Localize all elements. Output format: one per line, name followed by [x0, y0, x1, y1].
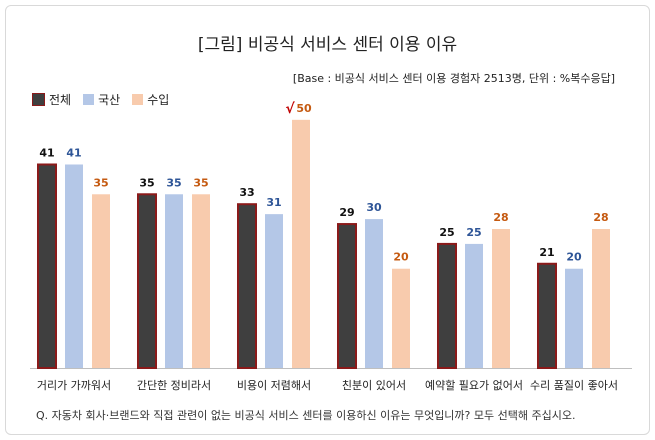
survey-question: Q. 자동차 회사·브랜드와 직접 관련이 없는 비공식 서비스 센터를 이용하…: [36, 409, 576, 422]
legend-item-import: 수입: [132, 91, 169, 108]
legend-swatch-domestic: [83, 94, 95, 105]
legend-item-domestic: 국산: [83, 91, 120, 108]
data-label-total-4: 25: [439, 226, 454, 239]
bar-import-0: [92, 194, 110, 368]
data-label-domestic-3: 30: [366, 201, 382, 214]
category-label-5: 수리 품질이 좋아서: [530, 379, 618, 392]
bar-domestic-0: [65, 164, 83, 368]
data-label-total-1: 35: [139, 176, 154, 189]
data-label-domestic-2: 31: [266, 196, 281, 209]
bar-total-5: [537, 262, 557, 370]
bar-domestic-3: [365, 219, 383, 368]
chart-title: [그림] 비공식 서비스 센터 이용 이유: [197, 35, 458, 55]
legend-label-total: 전체: [49, 93, 72, 107]
category-label-1: 간단한 정비라서: [137, 379, 211, 392]
bar-import-2: [292, 119, 310, 369]
bar-domestic-2: [265, 214, 283, 368]
data-label-domestic-1: 35: [166, 176, 181, 189]
data-label-import-5: 28: [593, 211, 608, 224]
bar-domestic-4: [465, 243, 483, 368]
bar-import-3: [392, 268, 410, 368]
data-label-domestic-5: 20: [566, 251, 582, 264]
data-label-import-2: 50: [296, 102, 312, 115]
category-label-0: 거리가 가까워서: [37, 379, 111, 392]
legend-swatch-total: [32, 93, 45, 106]
base-note: [Base : 비공식 서비스 센터 이용 경험자 2513명, 단위 : %복…: [292, 72, 615, 85]
data-label-domestic-4: 25: [466, 226, 481, 239]
bar-domestic-1: [165, 194, 183, 368]
legend-swatch-import: [132, 94, 144, 105]
bar-import-1: [192, 194, 210, 368]
data-label-total-3: 29: [339, 206, 354, 219]
data-label-import-4: 28: [493, 211, 508, 224]
bar-import-4: [492, 229, 510, 368]
bar-total-0: [37, 163, 57, 369]
bar-total-3: [337, 223, 357, 369]
data-label-import-1: 35: [193, 176, 208, 189]
bar-total-1: [137, 193, 157, 369]
legend-item-total: 전체: [32, 91, 71, 108]
data-label-domestic-0: 41: [66, 146, 81, 159]
data-label-total-5: 21: [539, 246, 554, 259]
category-label-2: 비용이 저렴해서: [237, 378, 311, 392]
data-label-import-3: 20: [393, 251, 409, 264]
data-label-total-0: 41: [39, 146, 54, 159]
data-label-total-2: 33: [239, 186, 254, 199]
data-label-import-0: 35: [93, 176, 108, 189]
legend-label-import: 수입: [147, 93, 170, 107]
chart-legend: 전체 국산 수입: [32, 91, 169, 108]
category-label-3: 친분이 있어서: [342, 379, 406, 392]
category-label-4: 예약할 필요가 없어서: [425, 378, 523, 392]
legend-label-domestic: 국산: [98, 93, 121, 107]
highlight-check-mark: √: [285, 101, 295, 117]
bar-total-4: [437, 242, 457, 369]
bar-total-2: [237, 203, 257, 369]
bar-import-5: [592, 229, 610, 368]
bar-domestic-5: [565, 268, 583, 368]
